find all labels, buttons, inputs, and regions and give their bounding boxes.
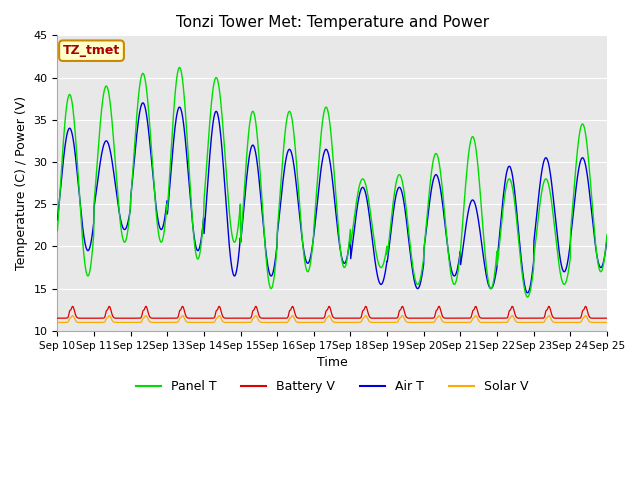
X-axis label: Time: Time <box>317 356 348 369</box>
Y-axis label: Temperature (C) / Power (V): Temperature (C) / Power (V) <box>15 96 28 270</box>
Title: Tonzi Tower Met: Temperature and Power: Tonzi Tower Met: Temperature and Power <box>175 15 489 30</box>
Legend: Panel T, Battery V, Air T, Solar V: Panel T, Battery V, Air T, Solar V <box>131 375 534 398</box>
Text: TZ_tmet: TZ_tmet <box>63 44 120 57</box>
